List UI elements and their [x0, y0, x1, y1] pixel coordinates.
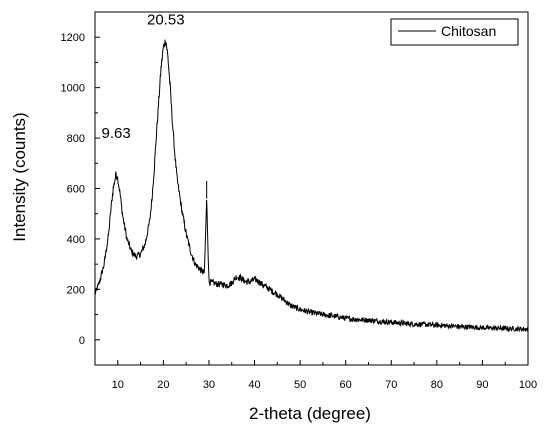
- x-axis: 10 20 30 40 50 60 70 80 90 100: [94, 360, 537, 391]
- y-tick-label: 200: [67, 284, 85, 296]
- x-tick-label: 90: [476, 379, 488, 391]
- x-tick-label: 50: [294, 379, 306, 391]
- y-tick-label: 1000: [61, 83, 85, 95]
- legend: Chitosan: [390, 18, 519, 46]
- peak-annotation: 9.63: [102, 125, 131, 142]
- x-tick-label: 60: [340, 379, 352, 391]
- x-tick-label: 30: [203, 379, 215, 391]
- legend-label-chitosan: Chitosan: [441, 23, 496, 39]
- series-line-chitosan: [94, 39, 529, 333]
- y-tick-label: 0: [79, 335, 85, 347]
- legend-box: [390, 18, 519, 46]
- x-tick-label: 80: [431, 379, 443, 391]
- x-axis-title: 2-theta (degree): [249, 404, 371, 423]
- x-tick-label: 10: [112, 379, 124, 391]
- y-axis-title: Intensity (counts): [10, 112, 29, 241]
- x-tick-label: 70: [385, 379, 397, 391]
- y-tick-label: 600: [67, 184, 85, 196]
- x-tick-label: 40: [248, 379, 260, 391]
- y-tick-label: 1200: [61, 32, 85, 44]
- y-tick-label: 400: [67, 234, 85, 246]
- x-tick-label: 100: [519, 379, 537, 391]
- y-axis: 0 200 400 600 800 1000 1200: [61, 11, 100, 366]
- peak-annotation: 20.53: [147, 12, 185, 29]
- peak-annotations: 9.63 20.53: [102, 12, 185, 142]
- y-tick-label: 800: [67, 133, 85, 145]
- x-tick-label: 20: [157, 379, 169, 391]
